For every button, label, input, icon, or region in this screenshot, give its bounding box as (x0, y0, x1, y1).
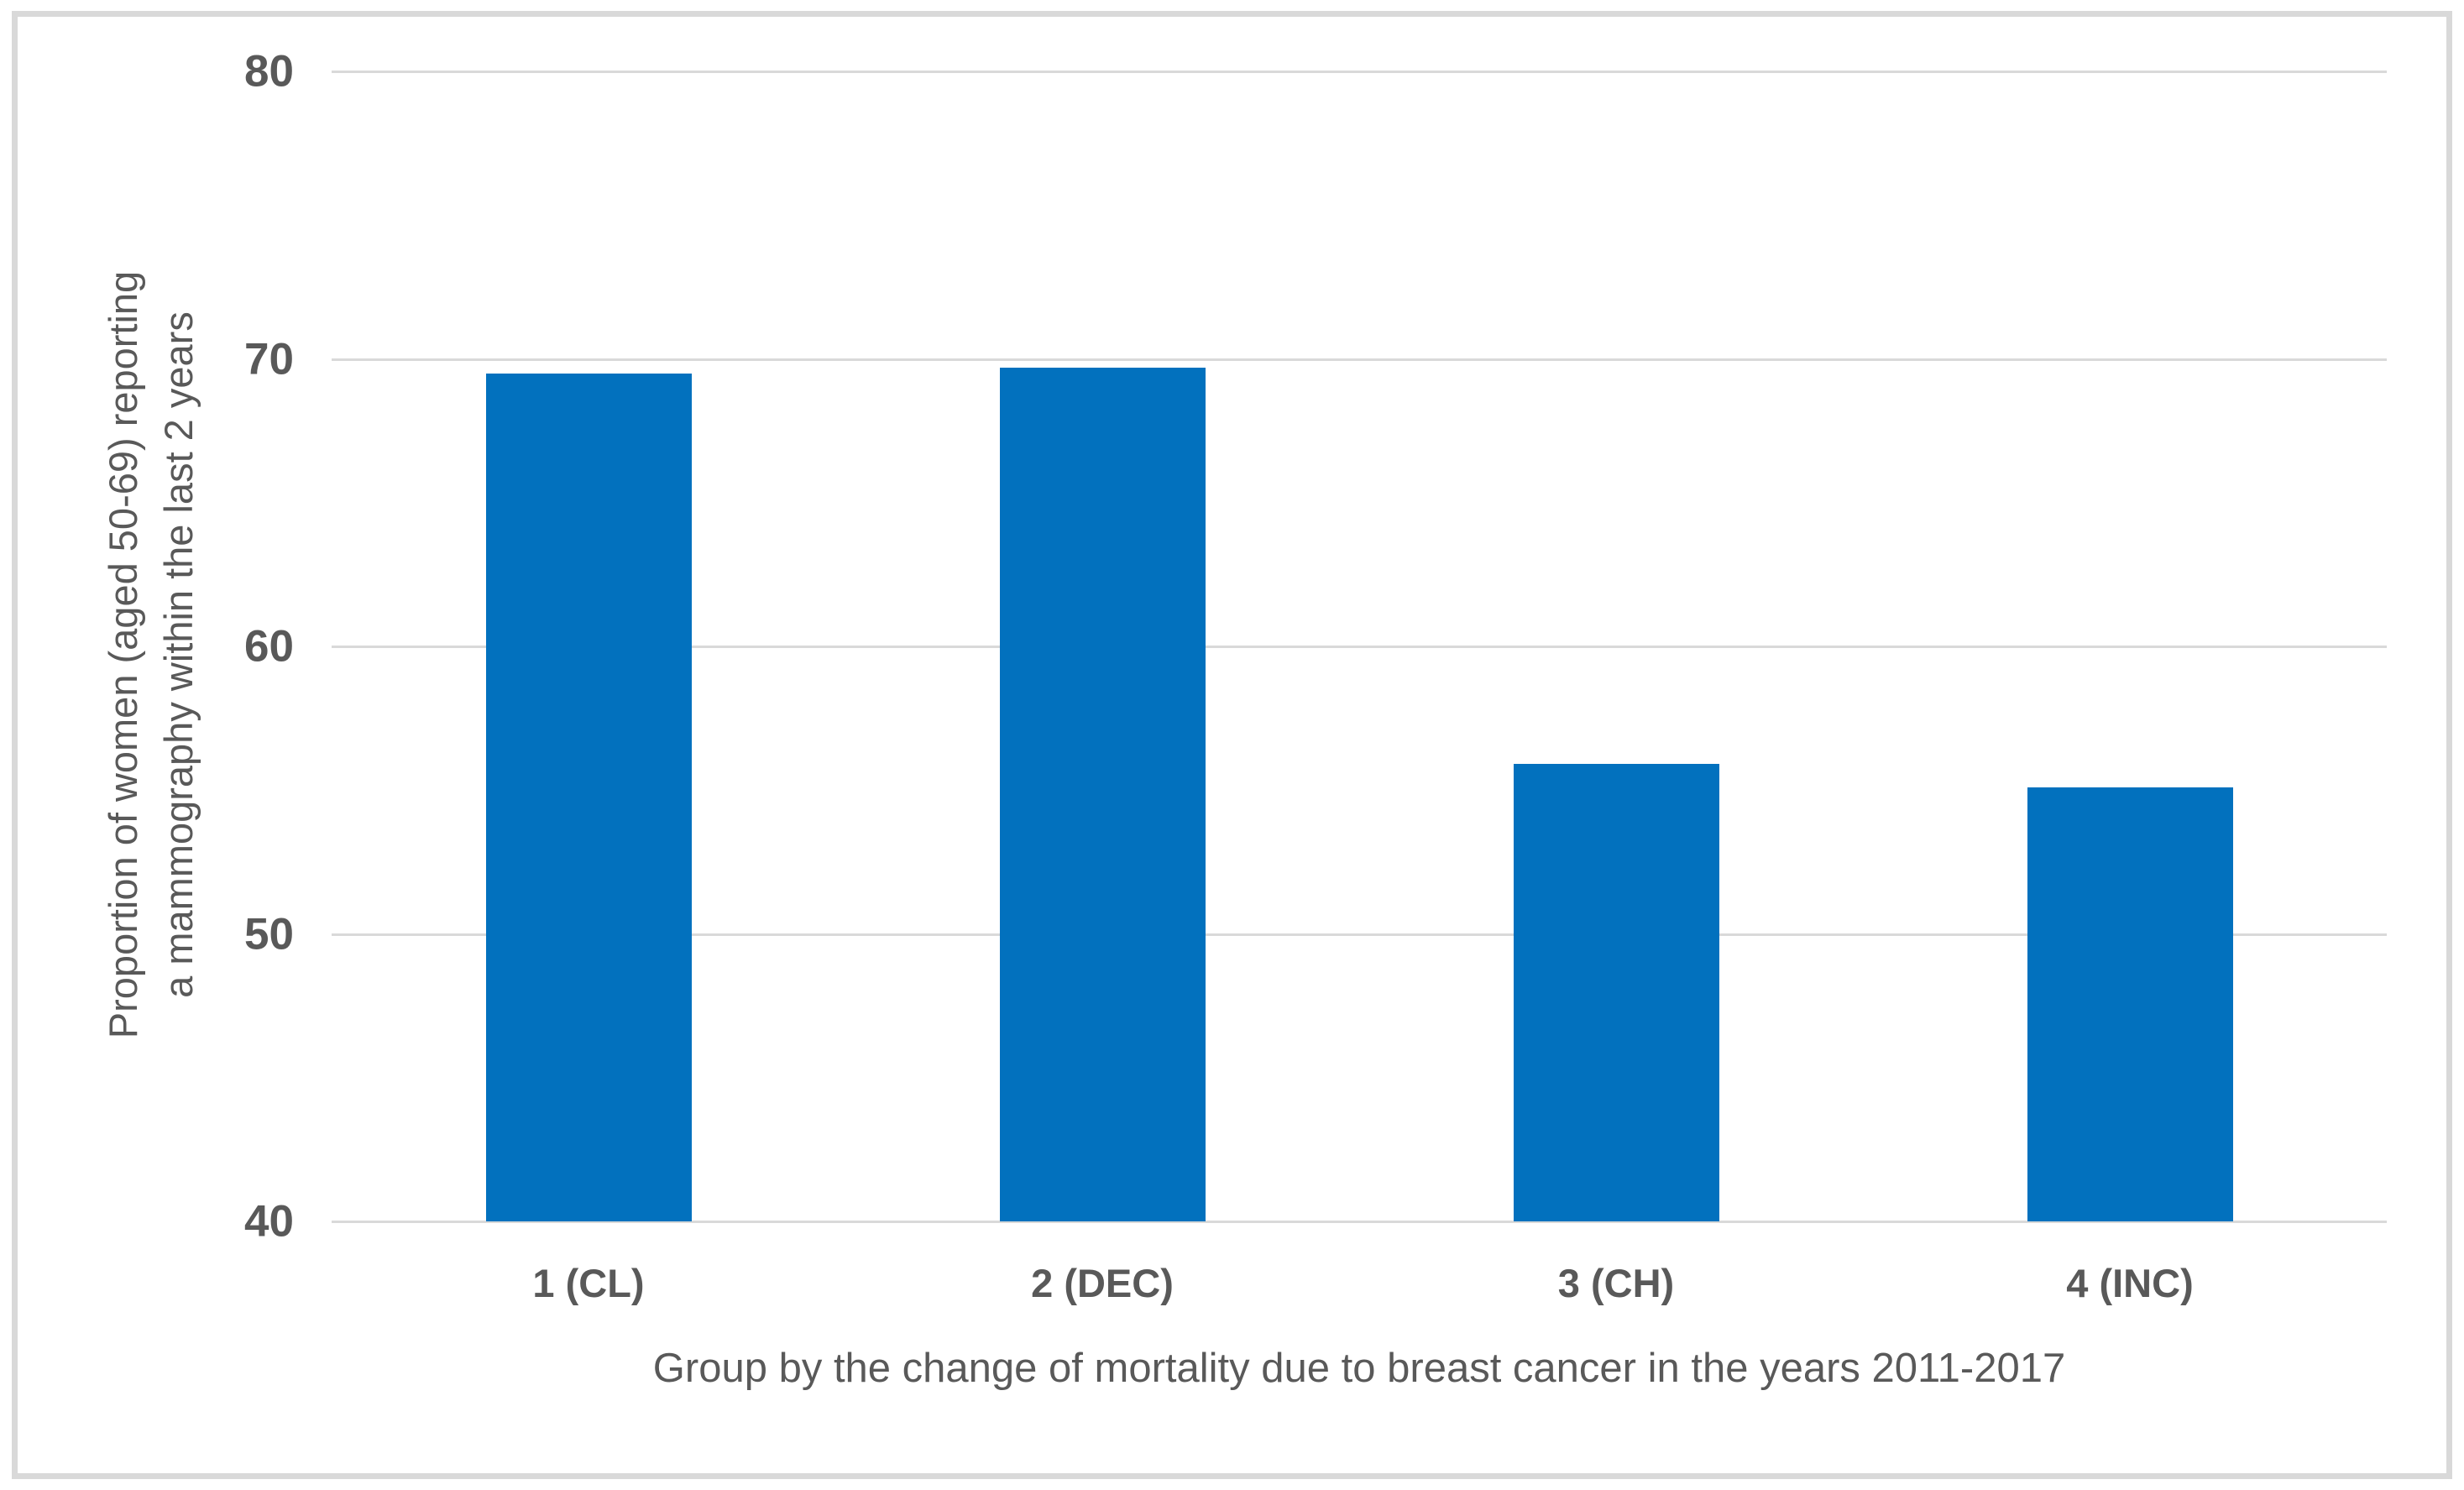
y-tick-label-50: 50 (244, 909, 294, 959)
bar-1 (485, 373, 692, 1221)
x-axis-title: Group by the change of mortality due to … (652, 1346, 2066, 1391)
y-tick-label-60: 60 (244, 621, 294, 672)
y-tick-label-40: 40 (244, 1196, 294, 1247)
x-category-label-3: 3 (CH) (1557, 1261, 1675, 1305)
chart-frame (12, 11, 2452, 1479)
gridline-50 (332, 933, 2387, 936)
bar-3 (1513, 764, 1719, 1221)
gridline-80 (332, 71, 2387, 73)
y-tick-label-70: 70 (244, 334, 294, 384)
bar-4 (2027, 787, 2233, 1221)
x-category-label-2: 2 (DEC) (1031, 1261, 1174, 1305)
plot-area (332, 71, 2387, 1223)
gridline-60 (332, 646, 2387, 648)
gridline-70 (332, 358, 2387, 361)
x-category-label-4: 4 (INC) (2066, 1261, 2194, 1305)
y-axis-tick-labels: 40 50 60 70 80 (0, 50, 294, 1244)
x-axis-category-labels: 1 (CL) 2 (DEC) 3 (CH) 4 (INC) (332, 1263, 2387, 1322)
x-category-label-1: 1 (CL) (532, 1261, 645, 1305)
gridline-40 (332, 1221, 2387, 1223)
bar-2 (999, 367, 1206, 1221)
y-tick-label-80: 80 (244, 46, 294, 97)
